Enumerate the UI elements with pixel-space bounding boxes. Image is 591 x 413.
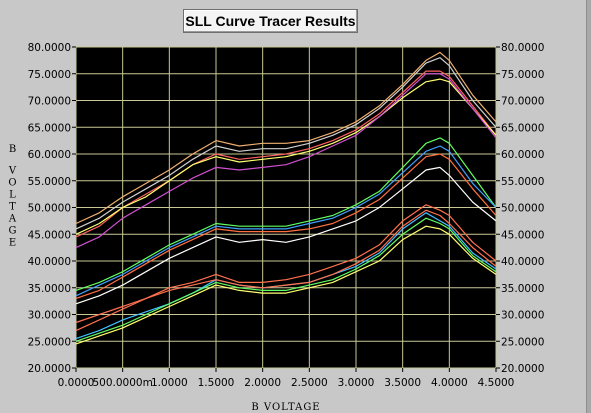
x-tick-label: 500.0000m (92, 377, 152, 389)
y-tick-label-left: 50.0000 (28, 203, 71, 215)
y-tick-label-right: 70.0000 (501, 96, 544, 108)
y-tick-label-left: 70.0000 (28, 96, 71, 108)
y-tick-label-left: 40.0000 (28, 256, 71, 268)
x-tick-label: 2.0000 (244, 377, 281, 389)
x-tick-label: 2.5000 (291, 377, 328, 389)
y-tick-label-left: 20.0000 (28, 363, 71, 375)
x-tick-label: 3.0000 (338, 377, 375, 389)
y-tick-label-left: 80.0000 (28, 42, 71, 54)
x-tick-label: 0.0000 (58, 377, 95, 389)
y-tick-label-right: 20.0000 (501, 363, 544, 375)
series-line-6 (75, 137, 497, 291)
x-tick-label: 1.5000 (198, 377, 235, 389)
y-tick-label-left: 35.0000 (28, 283, 71, 295)
x-axis-label: B VOLTAGE (251, 402, 320, 413)
series-line-13 (75, 225, 497, 345)
y-tick-label-left: 60.0000 (28, 149, 71, 161)
series-line-14 (75, 209, 497, 324)
y-tick-label-left: 45.0000 (28, 229, 71, 241)
y-tick-label-right: 40.0000 (501, 256, 544, 268)
series-line-1 (75, 51, 497, 225)
x-tick-label: 3.5000 (384, 377, 421, 389)
series-layer (75, 51, 497, 345)
y-tick-label-right: 80.0000 (501, 42, 544, 54)
y-tick-label-right: 45.0000 (501, 229, 544, 241)
y-tick-label-left: 30.0000 (28, 310, 71, 322)
y-axis-left: 80.0000 75.0000 70.0000 65.0000 60.0000 55.00… (28, 42, 76, 375)
chart-title: SLL Curve Tracer Results (183, 9, 358, 33)
series-line-7 (75, 145, 497, 297)
series-line-9 (75, 166, 497, 305)
series-line-2 (75, 57, 497, 230)
y-tick-label-left: 25.0000 (28, 336, 71, 348)
x-tick-label: 4.5000 (478, 377, 515, 389)
window-frame-edge (586, 0, 591, 413)
y-tick-label-right: 35.0000 (501, 283, 544, 295)
y-tick-label-right: 75.0000 (501, 69, 544, 81)
series-line-4 (75, 78, 497, 235)
y-axis-right: 80.0000 75.0000 70.0000 65.0000 60.0000 55.00… (496, 42, 544, 375)
y-tick-label-right: 65.0000 (501, 122, 544, 134)
x-tick-label: 1.0000 (151, 377, 188, 389)
series-line-12 (75, 217, 497, 342)
series-line-3 (75, 70, 497, 238)
y-tick-label-right: 55.0000 (501, 176, 544, 188)
series-line-8 (75, 153, 497, 299)
y-tick-label-left: 75.0000 (28, 69, 71, 81)
y-tick-label-left: 55.0000 (28, 176, 71, 188)
series-line-5 (75, 73, 497, 249)
y-tick-label-right: 50.0000 (501, 203, 544, 215)
y-tick-label-left: 65.0000 (28, 122, 71, 134)
y-tick-label-right: 30.0000 (501, 310, 544, 322)
y-tick-label-right: 60.0000 (501, 149, 544, 161)
y-tick-label-right: 25.0000 (501, 336, 544, 348)
x-tick-label: 4.0000 (431, 377, 468, 389)
